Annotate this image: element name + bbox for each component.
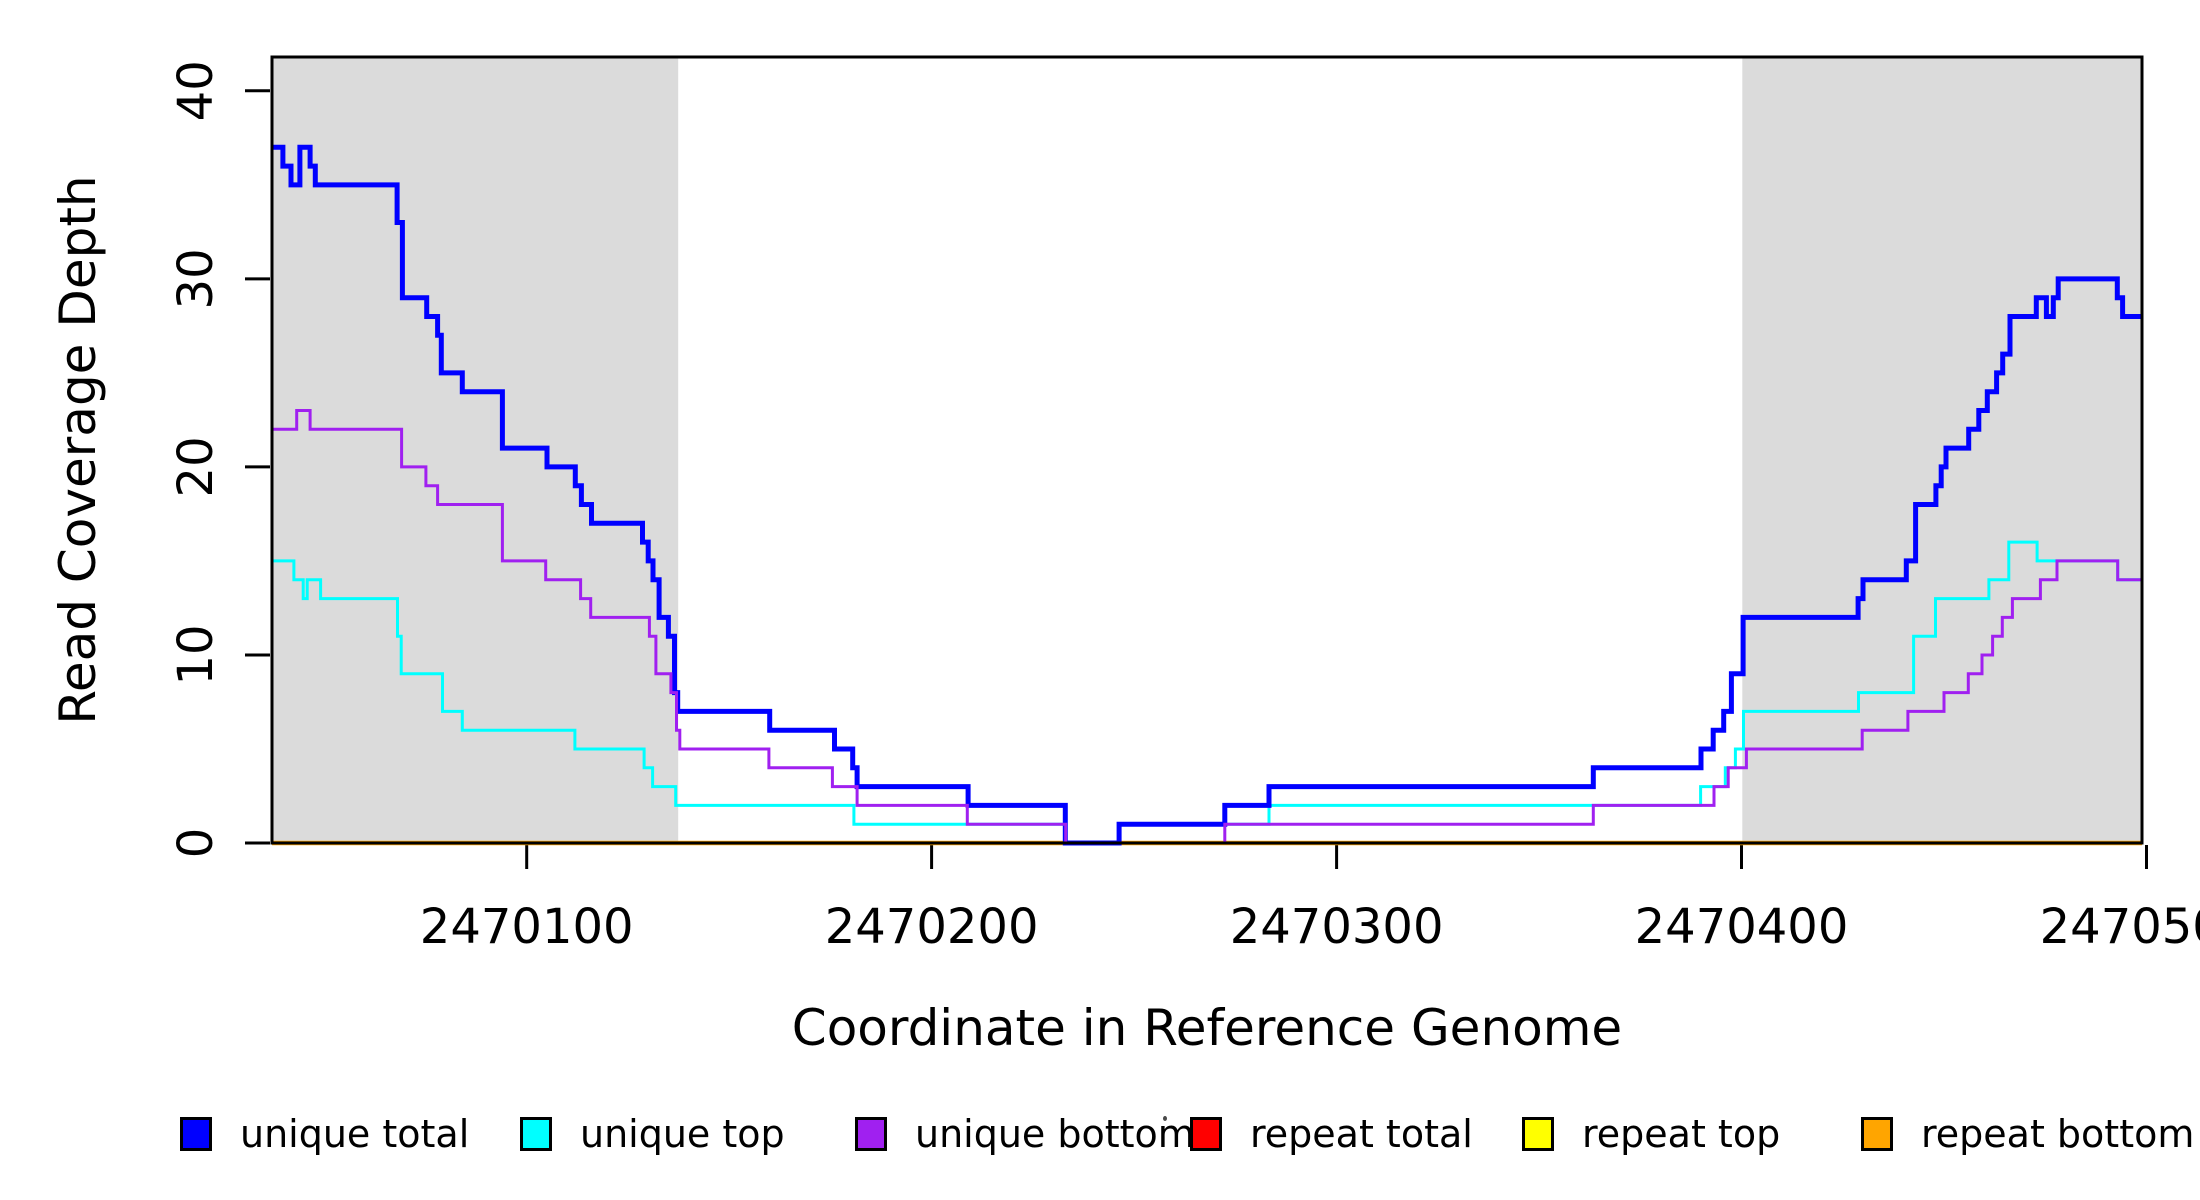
legend-label: unique bottom — [915, 1112, 1195, 1156]
legend: unique total unique top unique bottom re… — [0, 1112, 2200, 1160]
legend-label: unique top — [580, 1112, 785, 1156]
unique-total-swatch-icon — [180, 1117, 212, 1151]
repeat-bottom-swatch-icon — [1861, 1117, 1893, 1151]
legend-label: repeat top — [1582, 1112, 1781, 1156]
legend-item-repeat-bottom: repeat bottom — [1861, 1112, 2194, 1156]
unique-bottom-swatch-icon — [855, 1117, 887, 1151]
legend-item-unique-total: unique total — [180, 1112, 469, 1156]
x-tick-label: 2470400 — [1635, 899, 1849, 955]
legend-item-repeat-total: repeat total — [1190, 1112, 1473, 1156]
y-tick-label: 10 — [168, 624, 224, 685]
legend-label: repeat bottom — [1921, 1112, 2195, 1156]
repeat-region-band — [1742, 57, 2142, 843]
repeat-total-swatch-icon — [1190, 1117, 1222, 1151]
legend-label: unique total — [240, 1112, 470, 1156]
x-tick-label: 2470100 — [420, 899, 634, 955]
x-tick-label: 2470300 — [1230, 899, 1444, 955]
x-axis-title: Coordinate in Reference Genome — [792, 999, 1622, 1057]
legend-item-repeat-top: repeat top — [1522, 1112, 1780, 1156]
y-tick-label: 0 — [168, 828, 224, 859]
x-tick-label: 2470500 — [2040, 899, 2200, 955]
x-tick-label: 2470200 — [825, 899, 1039, 955]
y-axis-title: Read Coverage Depth — [49, 175, 107, 724]
stray-mark — [1163, 1116, 1167, 1121]
legend-label: repeat total — [1250, 1112, 1473, 1156]
legend-item-unique-top: unique top — [520, 1112, 785, 1156]
repeat-region-band — [272, 57, 679, 843]
plot-border — [270, 55, 2144, 845]
repeat-top-swatch-icon — [1522, 1117, 1554, 1151]
legend-item-unique-bottom: unique bottom — [855, 1112, 1195, 1156]
y-tick-label: 20 — [168, 436, 224, 497]
unique-top-swatch-icon — [520, 1117, 552, 1151]
y-tick-label: 30 — [168, 248, 224, 309]
y-tick-label: 40 — [168, 60, 224, 121]
series-unique-bottom — [272, 409, 2142, 845]
